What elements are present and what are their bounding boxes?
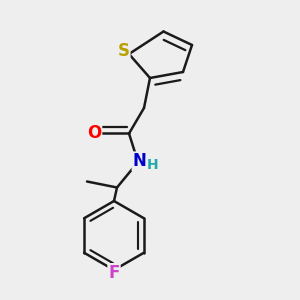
Text: O: O: [87, 124, 101, 142]
Text: H: H: [147, 158, 158, 172]
Text: F: F: [108, 264, 120, 282]
Text: S: S: [118, 42, 130, 60]
Text: N: N: [133, 152, 146, 170]
